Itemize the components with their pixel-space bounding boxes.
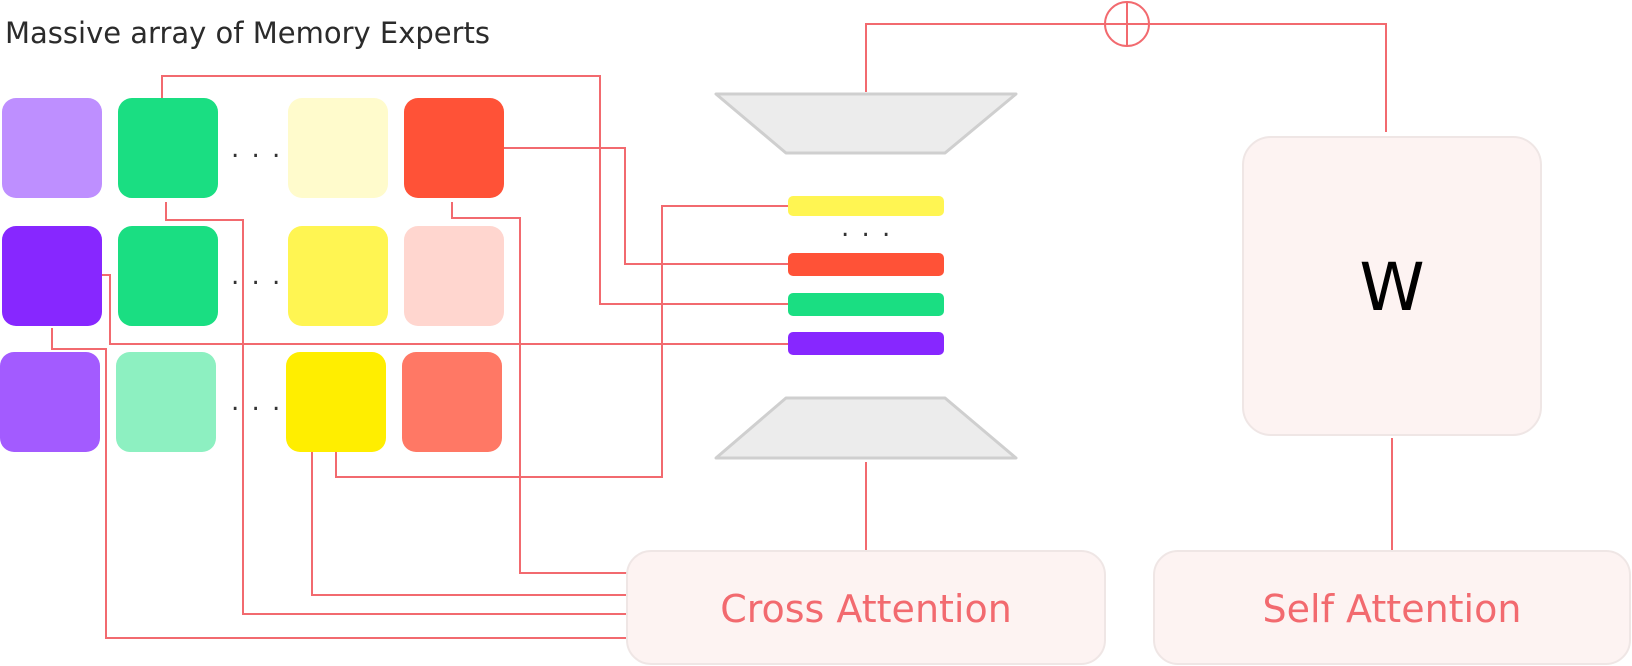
wire-expert-red-1-to-cross [451,202,627,574]
expert-tile [0,352,100,452]
wire-expert-green-1b-to-cross [165,202,627,615]
grid-ellipsis: . . . [231,387,282,417]
expert-tile [2,98,102,198]
bars-ellipsis: . . . [841,213,892,243]
wire-expert-yellow-3-to-cross [311,452,627,596]
wire-expert-purple-2-to-bar-purple [102,274,788,345]
expert-tile [402,352,502,452]
self-attention-block [1153,550,1631,665]
connection-wires [51,23,1393,639]
add-icon [1104,1,1150,47]
cross-attention-label: Cross Attention [720,587,1012,631]
grid-ellipsis: . . . [231,261,282,291]
down-projection-shape [714,92,1018,155]
wire-expert-purple-2-to-cross [51,328,627,639]
expert-tile [116,352,216,452]
expert-tile [288,98,388,198]
selected-bar [788,253,944,276]
expert-tile [2,226,102,326]
expert-tile [286,352,386,452]
expert-tile [118,226,218,326]
cross-attention-block [626,550,1106,665]
self-attention-label: Self Attention [1263,587,1522,631]
residual-wire-left [865,23,1105,92]
selected-bar [788,332,944,355]
grid-ellipsis: . . . [231,134,282,164]
wire-expert-yellow-3-to-bar-yellow [335,205,788,478]
selected-expert-bars: . . . [788,196,944,355]
weights-block [1242,136,1542,436]
expert-tile [404,98,504,198]
wire-expert-red-1-to-bar-red [504,147,788,265]
selected-bar [788,293,944,316]
residual-wire-right [1150,23,1387,132]
expert-tile [118,98,218,198]
selected-bar [788,196,944,216]
diagram-title: Massive array of Memory Experts [5,16,490,50]
weights-label: W [1359,249,1424,326]
expert-tile [404,226,504,326]
memory-expert-grid: . . . . . . . . . [0,98,504,452]
expert-tile [288,226,388,326]
up-projection-shape [714,396,1018,460]
